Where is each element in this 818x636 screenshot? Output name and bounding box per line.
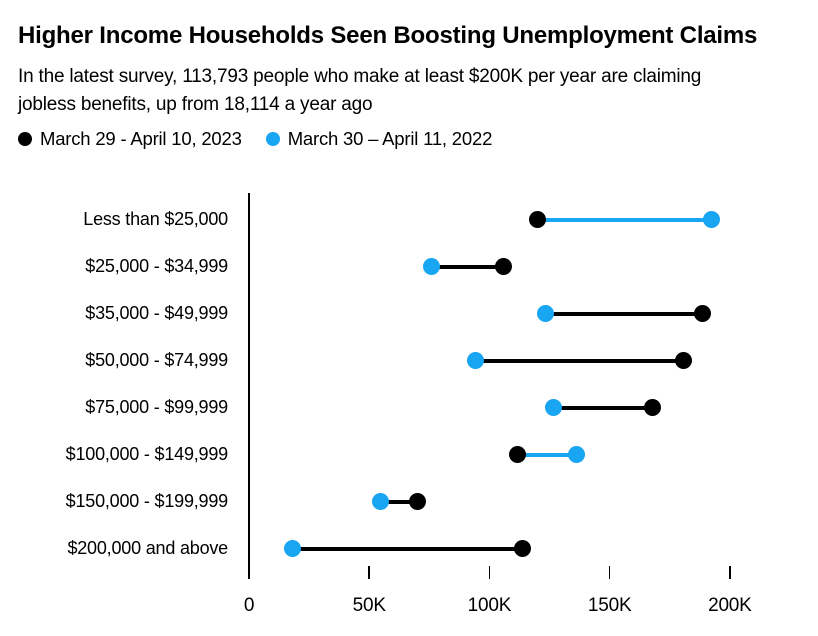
category-label: $150,000 - $199,999 bbox=[65, 491, 229, 511]
connector-line bbox=[431, 264, 504, 269]
connector-line bbox=[553, 405, 653, 410]
dot-2023 bbox=[495, 258, 513, 275]
category-label: $50,000 - $74,999 bbox=[85, 350, 228, 370]
x-tick-label: 0 bbox=[243, 595, 255, 616]
x-tick bbox=[368, 566, 370, 579]
dot-2023 bbox=[508, 446, 526, 463]
x-tick-label: 200K bbox=[708, 595, 752, 616]
x-tick bbox=[608, 566, 611, 579]
category-label: $100,000 - $149,999 bbox=[65, 444, 229, 464]
dot-2022 bbox=[703, 211, 721, 228]
dot-2022 bbox=[567, 446, 585, 463]
dot-2022 bbox=[423, 258, 441, 275]
chart-subtitle: In the latest survey, 113,793 people who… bbox=[18, 66, 702, 115]
connector-line bbox=[292, 546, 523, 551]
category-label: Less than $25,000 bbox=[83, 209, 228, 229]
dot-2023 bbox=[514, 540, 532, 557]
connector-line bbox=[537, 217, 712, 222]
dot-2022 bbox=[371, 493, 389, 510]
dot-2022 bbox=[544, 399, 562, 416]
x-tick-label: 150K bbox=[587, 595, 632, 616]
dot-2023 bbox=[644, 399, 662, 416]
category-label: $200,000 and above bbox=[67, 538, 228, 558]
connector-line bbox=[475, 358, 683, 363]
chart-title: Higher Income Households Seen Boosting U… bbox=[18, 22, 758, 49]
legend-label: March 30 – April 11, 2022 bbox=[287, 128, 493, 149]
connector-line bbox=[517, 452, 576, 457]
dot-2023 bbox=[674, 352, 692, 369]
dot-2023 bbox=[408, 493, 426, 510]
y-axis-line bbox=[248, 193, 250, 579]
connector-line bbox=[380, 499, 418, 504]
x-tick-label: 100K bbox=[467, 595, 512, 616]
connector-line bbox=[545, 311, 703, 316]
legend-item-1: March 29 - April 10, 2023 bbox=[18, 128, 242, 150]
legend-label: March 29 - April 10, 2023 bbox=[40, 128, 242, 149]
legend-item-2: March 30 – April 11, 2022 bbox=[265, 128, 493, 150]
dot-2023 bbox=[693, 305, 711, 322]
dumbbell-chart: Less than $25,000 $25,000 - $34,999 $35,00… bbox=[0, 193, 818, 636]
category-label: $75,000 - $99,999 bbox=[85, 397, 228, 417]
dot-2022 bbox=[284, 540, 302, 557]
dot-2022 bbox=[466, 352, 484, 369]
category-label: $35,000 - $49,999 bbox=[85, 303, 228, 323]
x-tick bbox=[729, 566, 731, 579]
category-label: $25,000 - $34,999 bbox=[85, 256, 228, 276]
x-tick bbox=[488, 566, 491, 579]
x-tick-label: 50K bbox=[352, 595, 386, 616]
legend-dot-icon bbox=[265, 132, 280, 146]
legend-dot-icon bbox=[18, 132, 32, 146]
dot-2022 bbox=[537, 305, 555, 322]
chart-legend: March 29 - April 10, 2023 March 30 – Apri… bbox=[18, 128, 800, 150]
dot-2023 bbox=[529, 211, 547, 228]
